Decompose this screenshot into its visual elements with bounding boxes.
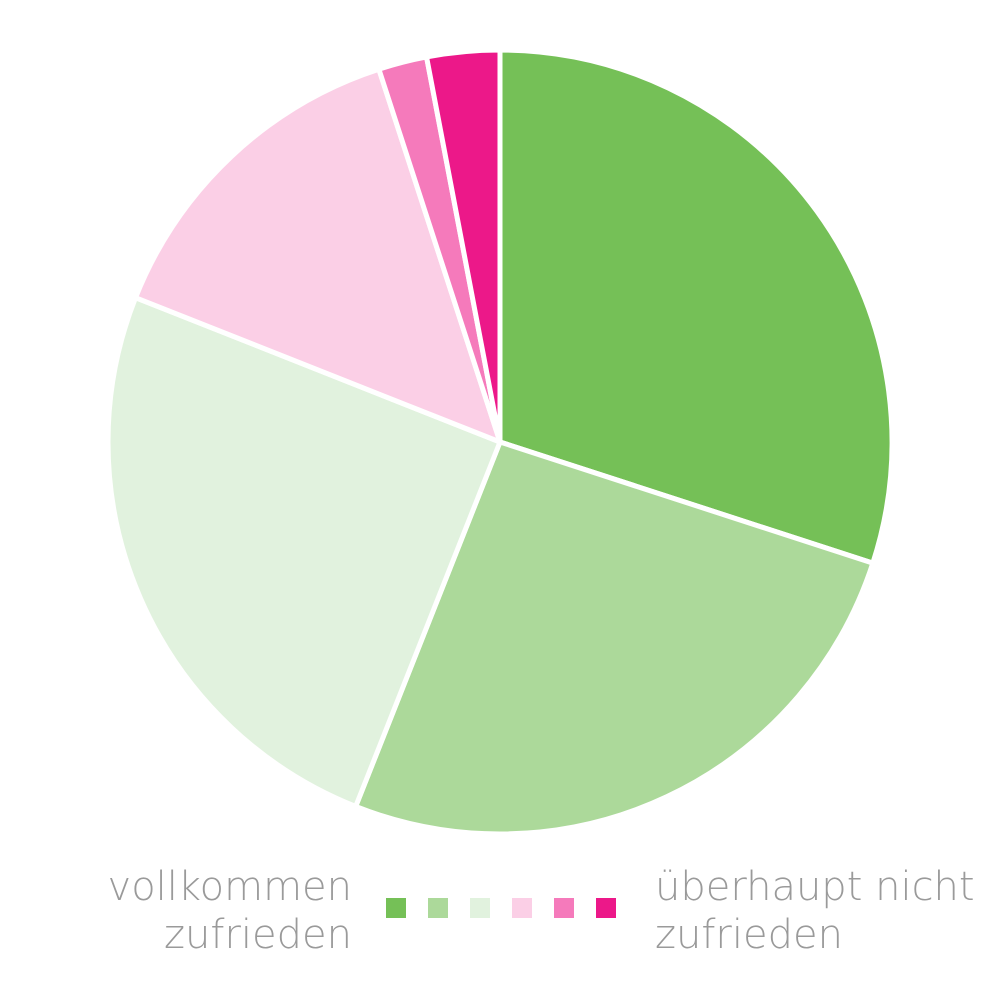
legend-swatch [428,898,448,918]
pie-slice [497,47,895,566]
legend-left-label: zufrieden [164,912,352,958]
legend-swatch [512,898,532,918]
legend-right-label: zufrieden [655,912,843,958]
pie-slice [353,439,876,837]
pie [105,47,895,837]
legend-swatch [596,898,616,918]
pie-slice [105,295,503,809]
legend-swatch [470,898,490,918]
legend-left-label: vollkommen [108,864,352,910]
pie-slice [424,47,503,445]
legend-swatch [386,898,406,918]
legend-right-label: überhaupt nicht [655,864,975,910]
legend-swatch [554,898,574,918]
